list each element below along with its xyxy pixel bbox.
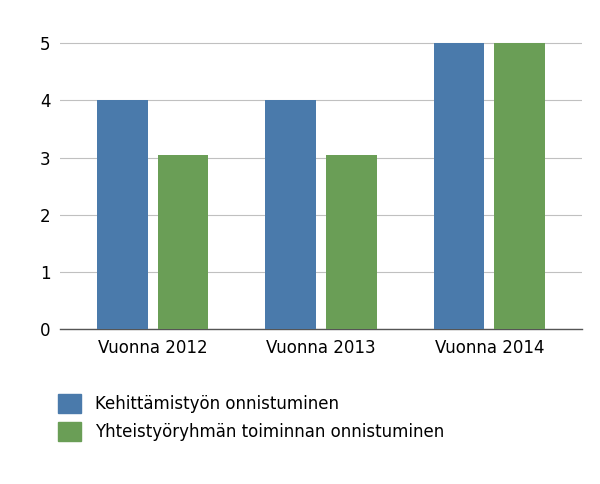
Legend: Kehittämistyön onnistuminen, Yhteistyöryhmän toiminnan onnistuminen: Kehittämistyön onnistuminen, Yhteistyöry… — [58, 394, 444, 441]
Bar — [97, 100, 148, 329]
Bar — [434, 43, 484, 329]
Bar — [326, 155, 377, 329]
Bar — [158, 155, 208, 329]
Bar — [494, 43, 545, 329]
Bar — [265, 100, 316, 329]
